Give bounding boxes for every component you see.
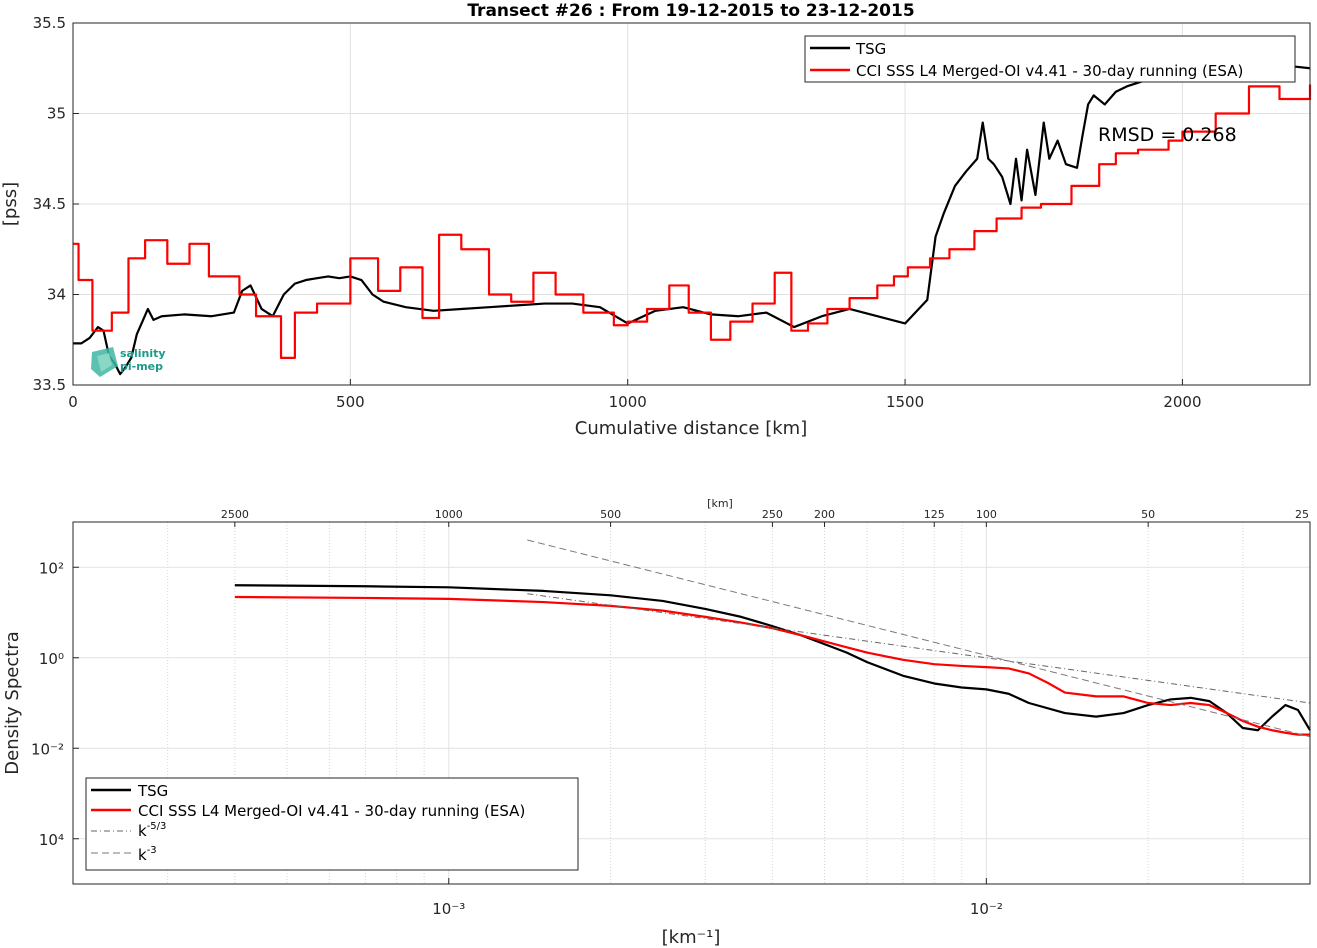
salinity-transect-chart: 0 500 1000 1500 2000 33.5 34 34.5 35 35.5 Transec…: [0, 1, 1312, 439]
top-km-tick-label: 1000: [435, 508, 463, 521]
spectrum-line-cci: [234, 595, 1310, 736]
top-km-tick-label: 25: [1295, 508, 1309, 521]
top-series-group: [73, 65, 1312, 376]
chart-title: Transect #26 : From 19-12-2015 to 23-12-…: [467, 1, 914, 21]
bottom-legend-label-tsg: TSG: [137, 782, 168, 800]
reference-line-k3: [527, 539, 1311, 738]
top-axis-unit-label: [km]: [707, 497, 733, 510]
top-x-tick-label: 1000: [609, 393, 647, 411]
top-y-tick-label: 33.5: [33, 376, 66, 394]
top-x-tick-label: 2000: [1163, 393, 1201, 411]
top-y-tick-label: 34.5: [33, 195, 66, 213]
top-x-tick-label: 500: [336, 393, 365, 411]
bottom-series-group: [234, 539, 1311, 738]
top-y-tick-label: 35.5: [33, 14, 66, 32]
top-km-tick-label: 2500: [221, 508, 249, 521]
k3-superscript: -3: [147, 845, 157, 856]
top-km-tick-label: 50: [1141, 508, 1155, 521]
bottom-tick-labels: 10⁴ 10⁻² 10⁰ 10² 10⁻³ 10⁻² 2500 1000 500 250 200 12…: [31, 508, 1311, 918]
top-km-tick-label: 200: [814, 508, 835, 521]
bottom-x-tick-label: 10⁻³: [432, 900, 465, 918]
top-x-tick-label: 1500: [886, 393, 924, 411]
top-x-axis-label: Cumulative distance [km]: [575, 418, 807, 439]
bottom-x-axis-label: [km⁻¹]: [662, 927, 721, 948]
top-km-tick-label: 250: [762, 508, 783, 521]
bottom-legend-label-k3: k-3: [138, 845, 157, 864]
top-tick-labels: 0 500 1000 1500 2000 33.5 34 34.5 35 35.5: [33, 14, 1202, 411]
k3-base: k: [138, 846, 147, 864]
top-km-tick-label: 125: [924, 508, 945, 521]
top-y-tick-label: 35: [47, 105, 66, 123]
top-y-axis-label: [pss]: [0, 182, 21, 226]
top-legend-box: [804, 35, 1296, 83]
k53-superscript: -5/3: [147, 821, 167, 832]
bottom-y-tick-label: 10⁻²: [31, 740, 64, 758]
bottom-legend-label-k53: k-5/3: [138, 821, 166, 840]
top-km-tick-label: 100: [976, 508, 997, 521]
top-y-tick-label: 34: [47, 286, 66, 304]
logo-text-line1: salinity: [120, 347, 166, 360]
bottom-x-tick-label: 10⁻²: [970, 900, 1003, 918]
spectrum-line-tsg: [234, 584, 1311, 732]
series-line-cci: [73, 84, 1312, 359]
bottom-legend-box: [85, 777, 579, 871]
salinity-pimep-logo: salinity pi-mep: [91, 347, 166, 377]
logo-mark-inner-icon: [97, 353, 112, 372]
bottom-legend-label-cci: CCI SSS L4 Merged-OI v4.41 - 30-day runn…: [138, 802, 525, 820]
top-legend-label-tsg: TSG: [855, 40, 886, 58]
reference-line-k53: [527, 593, 1311, 704]
top-legend-label-cci: CCI SSS L4 Merged-OI v4.41 - 30-day runn…: [856, 62, 1243, 80]
top-x-tick-label: 0: [68, 393, 78, 411]
logo-text-line2: pi-mep: [120, 360, 163, 373]
top-legend: TSG CCI SSS L4 Merged-OI v4.41 - 30-day …: [804, 35, 1296, 83]
bottom-y-axis-label: Density Spectra: [2, 631, 23, 774]
rmsd-annotation: RMSD = 0.268: [1098, 124, 1237, 146]
bottom-y-tick-label: 10⁴: [39, 831, 64, 849]
bottom-y-tick-label: 10²: [39, 559, 64, 577]
k53-base: k: [138, 822, 147, 840]
bottom-y-tick-label: 10⁰: [39, 650, 64, 668]
density-spectra-chart: 10⁴ 10⁻² 10⁰ 10² 10⁻³ 10⁻² 2500 1000 500 250 200 12…: [2, 497, 1311, 948]
bottom-legend: TSG CCI SSS L4 Merged-OI v4.41 - 30-day …: [85, 777, 579, 871]
bottom-grid: [72, 522, 1311, 884]
bottom-plot-frame: [72, 521, 1311, 885]
top-km-tick-label: 500: [600, 508, 621, 521]
